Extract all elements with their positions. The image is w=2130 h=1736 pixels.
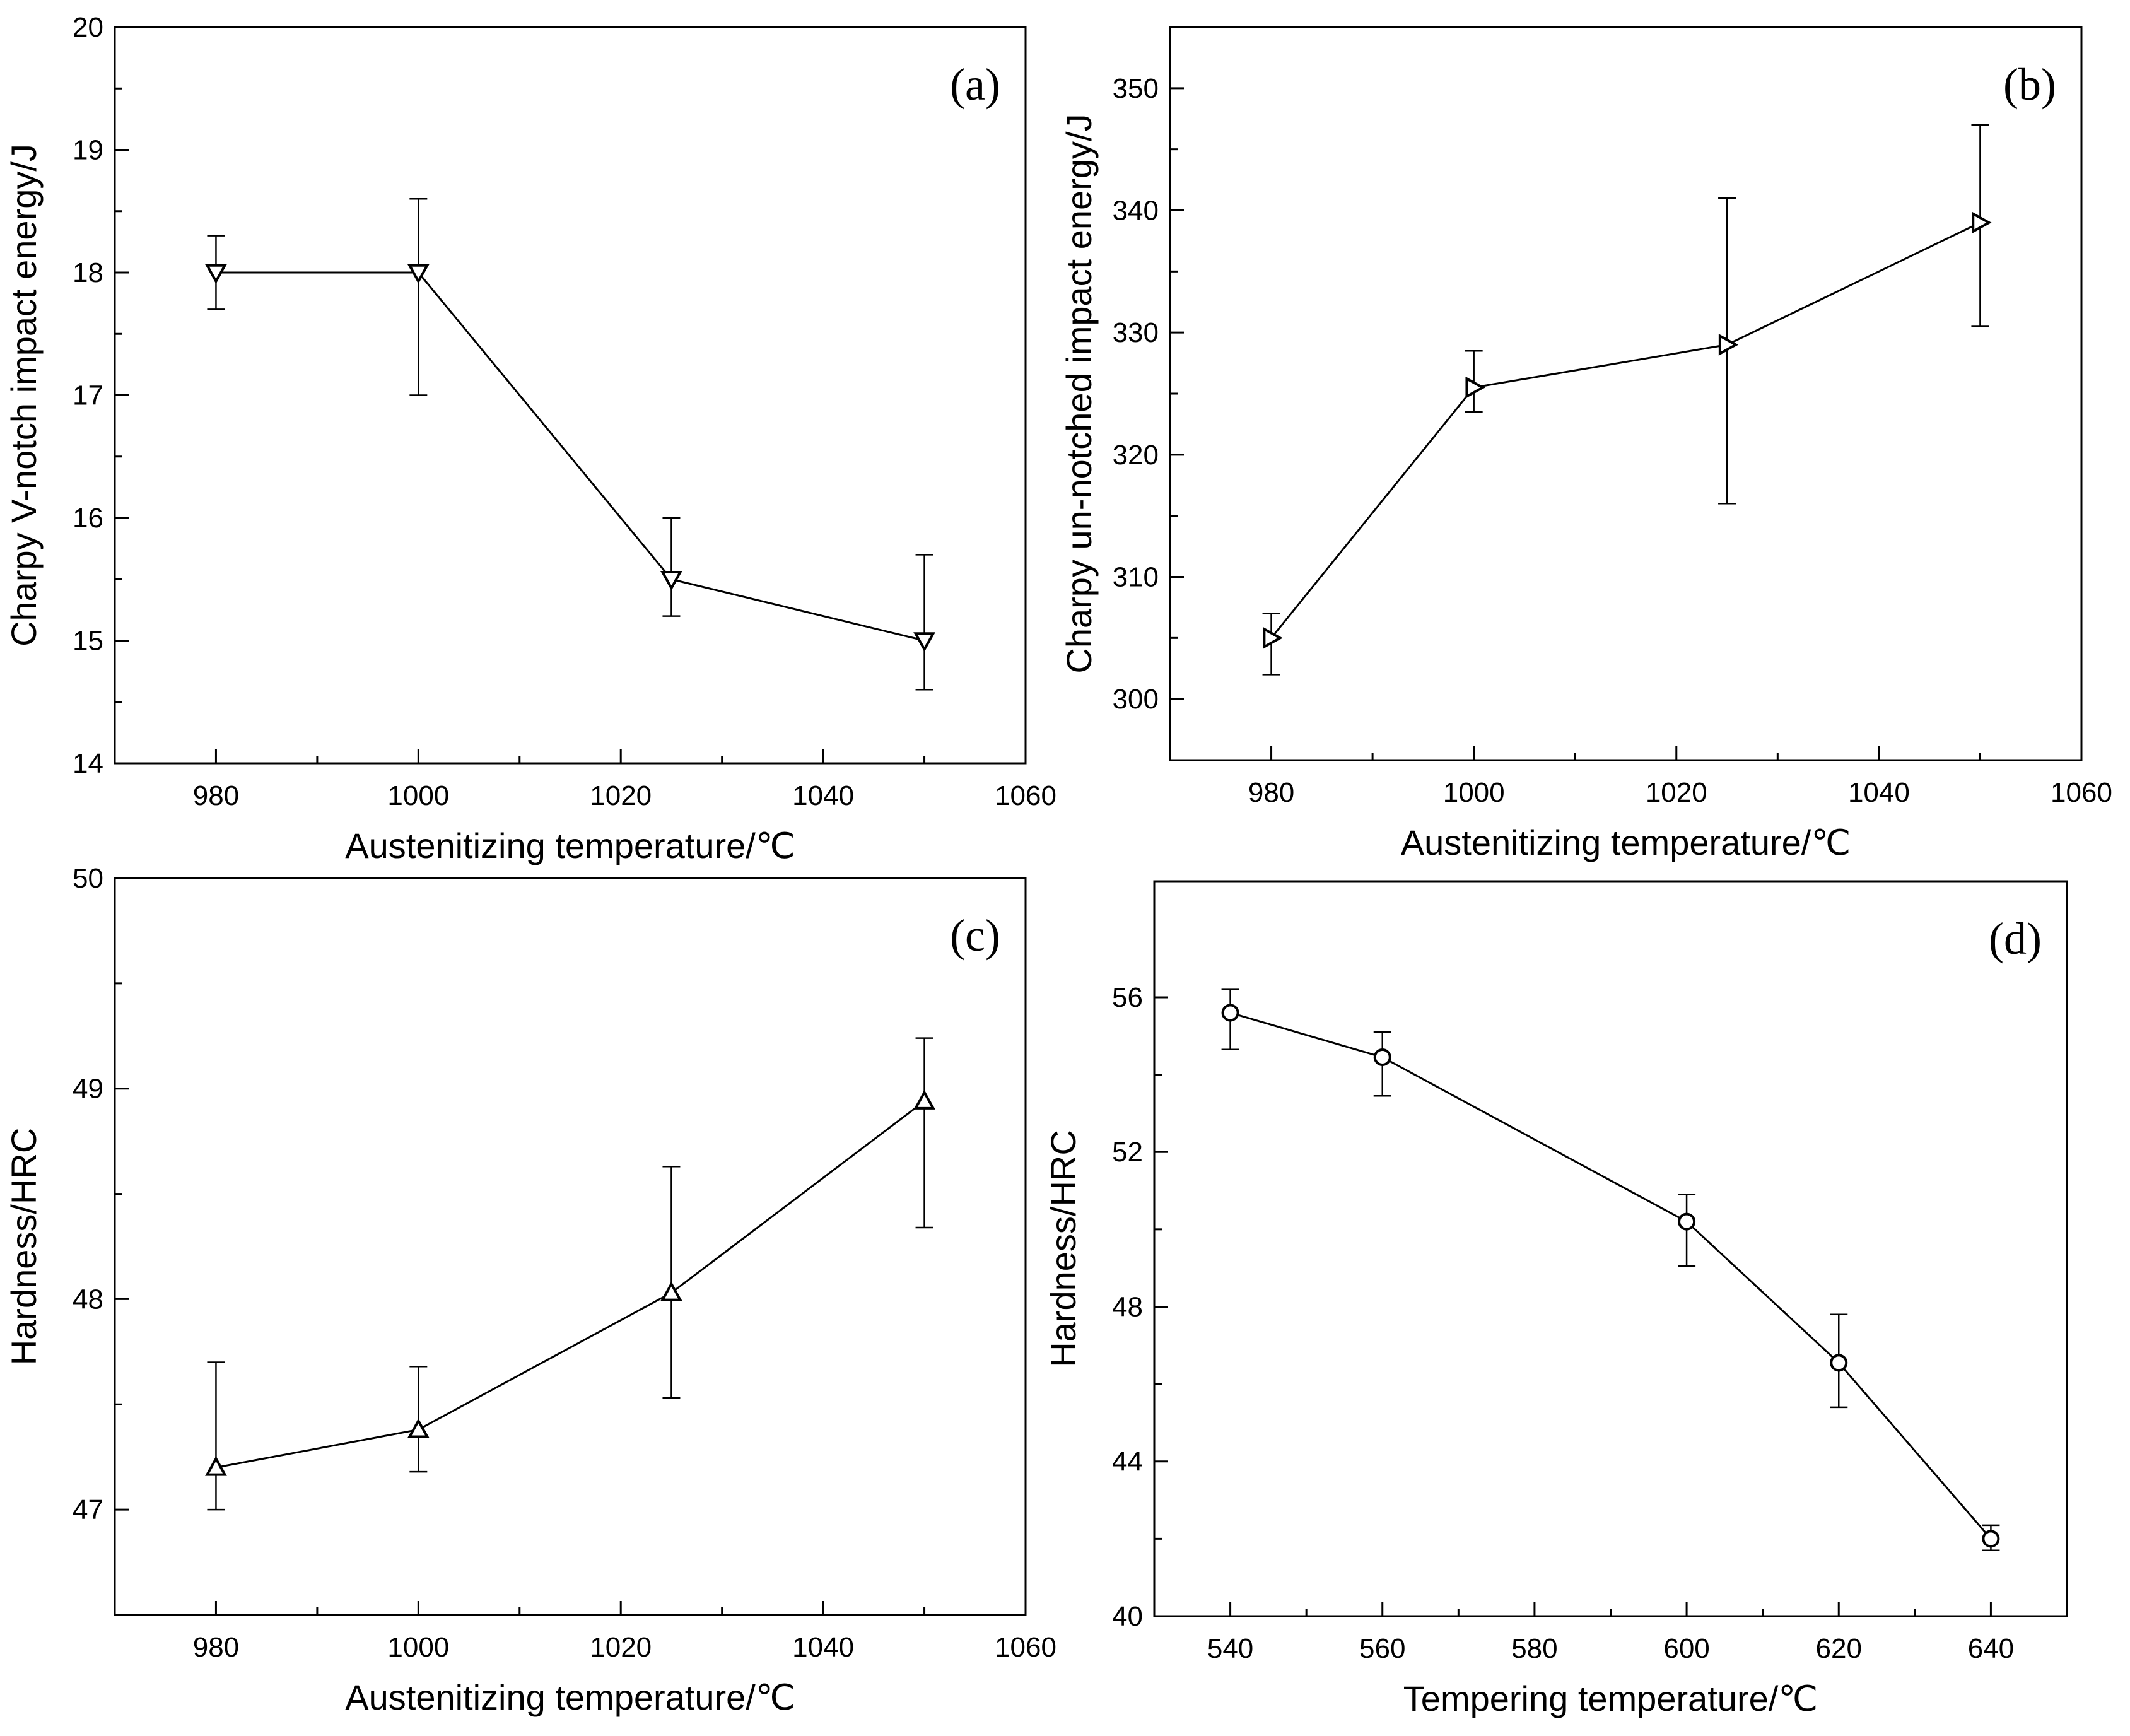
error-bar (915, 1037, 933, 1229)
data-point (913, 632, 935, 652)
y-tick-label: 330 (1113, 317, 1159, 348)
y-tick-label: 16 (73, 503, 103, 534)
x-tick-label: 1040 (792, 780, 854, 811)
data-point (1718, 334, 1739, 356)
data-point (1830, 1354, 1848, 1372)
data-point (1373, 1048, 1391, 1066)
data-point (1465, 376, 1485, 399)
data-point (1263, 626, 1283, 649)
series-line (216, 1100, 925, 1469)
error-bar (662, 517, 681, 617)
chart-panel: 980 1000 1020 1040 1060 300 310 320 330 340 350 Aus… (1059, 26, 2112, 862)
data-point (1678, 1212, 1696, 1231)
y-tick-label: 50 (73, 863, 103, 894)
x-tick-label: 1060 (995, 780, 1056, 811)
x-tick-label: 1040 (1848, 777, 1910, 808)
x-axis-label: Austenitizing temperature/℃ (1401, 823, 1851, 862)
y-tick-label: 44 (1112, 1446, 1143, 1477)
x-tick-label: 1020 (590, 780, 652, 811)
x-tick-label: 600 (1663, 1633, 1709, 1664)
data-point (407, 264, 430, 284)
chart-panel: 540 560 580 600 620 640 40 44 48 52 56 Tempering te… (1043, 880, 2068, 1718)
y-tick-label: 20 (73, 12, 103, 43)
panel-tag: (c) (950, 910, 1000, 961)
y-tick-label: 49 (73, 1074, 103, 1105)
y-tick-label: 320 (1113, 440, 1159, 471)
y-tick-label: 19 (73, 135, 103, 166)
error-bar (207, 1361, 225, 1511)
x-tick-label: 1060 (995, 1632, 1056, 1663)
x-tick-label: 980 (193, 780, 239, 811)
data-point (205, 1456, 227, 1476)
data-point (1982, 1530, 2000, 1548)
y-axis-label: Hardness/HRC (1043, 1130, 1083, 1368)
x-tick-label: 980 (193, 1632, 239, 1663)
panel-tag: (a) (950, 59, 1000, 110)
series-line (1230, 1012, 1992, 1540)
x-tick-label: 1020 (1646, 777, 1707, 808)
x-tick-label: 640 (1968, 1633, 2014, 1664)
y-tick-label: 310 (1113, 562, 1159, 593)
x-axis-label: Tempering temperature/℃ (1403, 1679, 1818, 1718)
y-axis-label: Charpy V-notch impact energy/J (4, 144, 44, 647)
x-tick-label: 1060 (2051, 777, 2112, 808)
plot-frame (1153, 880, 2068, 1617)
y-tick-label: 48 (1112, 1291, 1143, 1322)
data-point (660, 571, 682, 591)
y-tick-label: 56 (1112, 982, 1143, 1013)
y-axis-label: Charpy un-notched impact energy/J (1059, 114, 1099, 673)
y-tick-label: 14 (73, 748, 103, 779)
panel-tag: (d) (1989, 913, 2042, 964)
data-point (660, 1281, 682, 1301)
x-tick-label: 580 (1511, 1633, 1557, 1664)
x-axis-label: Austenitizing temperature/℃ (345, 826, 795, 865)
y-tick-label: 52 (1112, 1137, 1143, 1168)
y-tick-label: 40 (1112, 1601, 1143, 1632)
x-tick-label: 620 (1816, 1633, 1862, 1664)
x-tick-label: 560 (1359, 1633, 1405, 1664)
data-point (205, 264, 227, 284)
data-point (913, 1089, 935, 1110)
x-tick-label: 1000 (387, 1632, 449, 1663)
y-tick-label: 17 (73, 380, 103, 411)
chart-panel: 980 1000 1020 1040 1060 47 48 49 50 Austenitizing… (4, 863, 1056, 1717)
x-tick-label: 1040 (792, 1632, 854, 1663)
y-tick-label: 300 (1113, 684, 1159, 715)
y-tick-label: 350 (1113, 73, 1159, 104)
y-tick-label: 47 (73, 1494, 103, 1525)
data-point (1221, 1004, 1239, 1022)
x-tick-label: 1020 (590, 1632, 652, 1663)
x-axis-label: Austenitizing temperature/℃ (345, 1677, 795, 1717)
y-axis-label: Hardness/HRC (4, 1128, 44, 1366)
plot-frame (114, 26, 1027, 765)
y-tick-label: 15 (73, 626, 103, 657)
y-tick-label: 340 (1113, 196, 1159, 226)
x-tick-label: 1000 (387, 780, 449, 811)
error-bar (409, 198, 428, 396)
y-tick-label: 18 (73, 257, 103, 288)
plot-frame (114, 877, 1027, 1616)
panel-tag: (b) (2003, 59, 2056, 110)
x-tick-label: 540 (1207, 1633, 1253, 1664)
plot-frame (1169, 26, 2083, 761)
y-tick-label: 48 (73, 1284, 103, 1315)
chart-panel: 980 1000 1020 1040 1060 14 15 16 17 18 19 20 Austeni… (4, 12, 1056, 865)
data-point (1972, 211, 1992, 234)
x-tick-label: 980 (1248, 777, 1294, 808)
data-point (407, 1418, 430, 1438)
x-tick-label: 1000 (1443, 777, 1505, 808)
error-bar (915, 554, 933, 691)
series-line (1270, 221, 1981, 639)
series-line (216, 271, 925, 642)
